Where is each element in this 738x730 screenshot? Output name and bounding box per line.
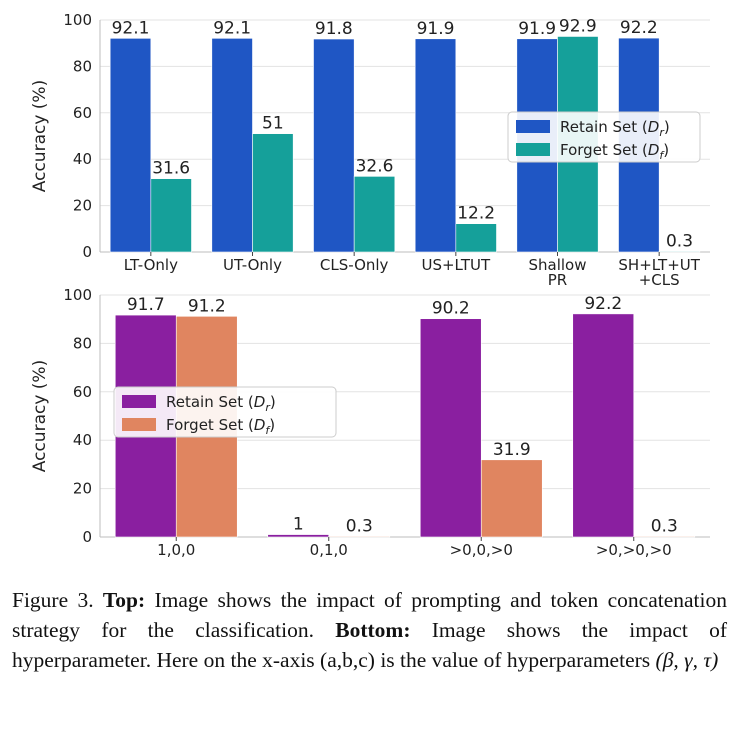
data-label: 31.9 <box>493 440 531 460</box>
bar <box>419 318 482 538</box>
bar <box>572 313 635 538</box>
bar <box>267 534 330 538</box>
bar <box>414 38 457 253</box>
data-label: 51 <box>262 114 284 134</box>
figure-caption: Figure 3. Top: Image shows the impact of… <box>12 585 727 675</box>
y-tick-label: 80 <box>73 57 92 75</box>
data-label: 91.7 <box>127 295 165 315</box>
bar <box>150 178 192 253</box>
data-label: 92.1 <box>112 18 150 38</box>
bar <box>211 38 253 253</box>
data-label: 0.3 <box>666 231 693 251</box>
data-label: 31.6 <box>152 159 190 179</box>
y-tick-label: 40 <box>73 431 92 449</box>
y-tick-label: 60 <box>73 383 92 401</box>
caption-bottom-label: Bottom: <box>335 618 411 642</box>
data-label: 92.9 <box>559 16 597 36</box>
bar <box>313 38 355 253</box>
legend-swatch <box>122 395 156 408</box>
x-tick-label: 0,1,0 <box>310 541 348 559</box>
bar <box>480 459 543 538</box>
x-tick-label: +CLS <box>639 271 680 289</box>
bar <box>328 535 391 538</box>
legend-swatch <box>516 120 550 133</box>
data-label: 32.6 <box>356 156 394 176</box>
legend-swatch <box>122 418 156 431</box>
data-label: 91.2 <box>188 296 226 316</box>
x-tick-label: >0,>0,>0 <box>596 541 672 559</box>
legend-label: Retain Set (Dr) <box>560 118 670 139</box>
y-tick-label: 40 <box>73 150 92 168</box>
bar <box>633 535 696 538</box>
figure-canvas: 0 20 40 60 80 100 Accuracy (%) 92.1 31.6 LT-Only 9… <box>30 11 710 559</box>
y-tick-label: 80 <box>73 334 92 352</box>
y-tick-label: 0 <box>82 243 92 261</box>
data-label: 91.8 <box>315 19 353 39</box>
x-tick-label: LT-Only <box>124 256 178 274</box>
x-tick-label: 1,0,0 <box>157 541 195 559</box>
data-label: 91.9 <box>518 19 556 39</box>
data-label: 0.3 <box>346 516 373 536</box>
data-label: 0.3 <box>651 516 678 536</box>
legend: Retain Set (Dr)Forget Set (Df) <box>113 386 337 438</box>
y-tick-label: 20 <box>73 480 92 498</box>
legend-swatch <box>516 143 550 156</box>
x-tick-label: CLS-Only <box>320 256 389 274</box>
y-tick-label: 0 <box>82 528 92 546</box>
data-label: 91.9 <box>417 19 455 39</box>
bar <box>455 223 497 253</box>
caption-bottom-text: Image shows the impact of hyperparameter… <box>12 618 727 672</box>
y-tick-label: 100 <box>63 286 92 304</box>
x-tick-label: US+LTUT <box>421 256 491 274</box>
caption-top-label: Top: <box>102 588 146 612</box>
caption-params: (β, γ, τ) <box>655 648 719 672</box>
y-tick-label: 60 <box>73 104 92 122</box>
x-tick-label: SH+LT+UT <box>618 256 700 274</box>
y-axis-label: Accuracy (%) <box>30 360 50 472</box>
bar <box>109 38 152 253</box>
legend-box <box>507 111 701 163</box>
x-tick-label: >0,0,>0 <box>450 541 513 559</box>
bar <box>658 251 701 253</box>
caption-top-text: Image shows the impact of prompting and … <box>12 588 728 642</box>
legend-label: Forget Set (Df) <box>166 416 275 437</box>
y-tick-label: 20 <box>73 197 92 215</box>
y-axis-label: Accuracy (%) <box>30 80 50 192</box>
bar <box>353 176 396 253</box>
data-label: 12.2 <box>457 204 495 224</box>
x-tick-label: Shallow <box>528 256 586 274</box>
legend-box <box>113 386 337 438</box>
data-label: 92.2 <box>584 294 622 314</box>
legend: Retain Set (Dr)Forget Set (Df) <box>507 111 701 163</box>
top-chart: 0 20 40 60 80 100 Accuracy (%) 92.1 31.6 LT-Only 9… <box>30 11 710 289</box>
bottom-chart: 0 20 40 60 80 100 Accuracy (%) 91.7 91.2 1,0,0 1 0.… <box>30 286 710 559</box>
legend-label: Retain Set (Dr) <box>166 393 276 414</box>
bar <box>252 133 294 253</box>
y-tick-label: 100 <box>63 11 92 29</box>
data-label: 90.2 <box>432 299 470 319</box>
x-tick-label: UT-Only <box>223 256 282 274</box>
data-label: 1 <box>293 515 304 535</box>
data-label: 92.2 <box>620 18 658 38</box>
caption-lead: Figure 3. <box>12 588 94 612</box>
legend-label: Forget Set (Df) <box>560 141 669 162</box>
x-tick-label: PR <box>548 271 567 289</box>
data-label: 92.1 <box>213 18 251 38</box>
